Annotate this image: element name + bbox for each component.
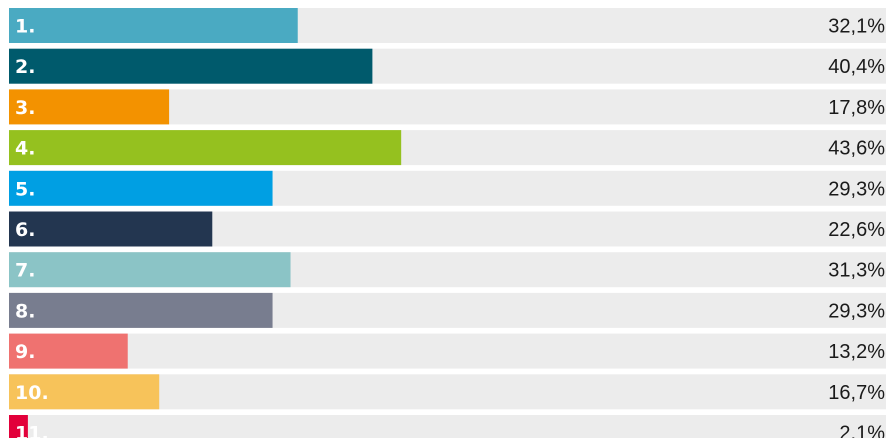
- category-label: 2.: [15, 56, 35, 78]
- bar: [9, 415, 28, 438]
- value-label: 31,3%: [828, 260, 885, 282]
- category-label: 3.: [15, 97, 35, 119]
- category-label: 4.: [15, 138, 35, 160]
- category-label: 6.: [15, 219, 35, 241]
- category-label: 7.: [15, 260, 35, 282]
- category-label: 8.: [15, 300, 35, 322]
- bar-track: [9, 333, 886, 369]
- bar-row: 7. 31,3%: [9, 252, 886, 288]
- bar: [9, 211, 213, 247]
- category-label: 5.: [15, 178, 35, 200]
- bar-row: 3. 17,8%: [9, 89, 886, 125]
- bar: [9, 8, 298, 43]
- bar: [9, 374, 160, 410]
- value-label: 2,1%: [839, 423, 885, 438]
- bar-row: 1. 32,1%: [9, 8, 886, 43]
- bar: [9, 252, 291, 288]
- bar-row: 2. 40,4%: [9, 48, 886, 84]
- bar-row: 8. 29,3%: [9, 292, 886, 328]
- value-label: 32,1%: [828, 16, 885, 38]
- bar-row: 6. 22,6%: [9, 211, 886, 247]
- bar-row: 10. 16,7%: [9, 374, 886, 410]
- bar-row: 11. 2,1%: [9, 415, 886, 438]
- bar: [9, 130, 402, 166]
- bar: [9, 170, 273, 206]
- bar: [9, 292, 273, 328]
- category-label: 10.: [15, 382, 49, 404]
- category-label: 9.: [15, 341, 35, 363]
- bar: [9, 89, 170, 125]
- category-label: 1.: [15, 16, 35, 38]
- bar: [9, 48, 373, 84]
- category-label: 11.: [15, 423, 49, 438]
- value-label: 17,8%: [828, 97, 885, 119]
- value-label: 29,3%: [828, 300, 885, 322]
- bar: [9, 333, 128, 369]
- value-label: 13,2%: [828, 341, 885, 363]
- bar-row: 4. 43,6%: [9, 130, 886, 166]
- value-label: 29,3%: [828, 178, 885, 200]
- bar-row: 5. 29,3%: [9, 170, 886, 206]
- value-label: 22,6%: [828, 219, 885, 241]
- bar-row: 9. 13,2%: [9, 333, 886, 369]
- value-label: 40,4%: [828, 56, 885, 78]
- bar-track: [9, 415, 886, 438]
- value-label: 16,7%: [828, 382, 885, 404]
- value-label: 43,6%: [828, 138, 885, 160]
